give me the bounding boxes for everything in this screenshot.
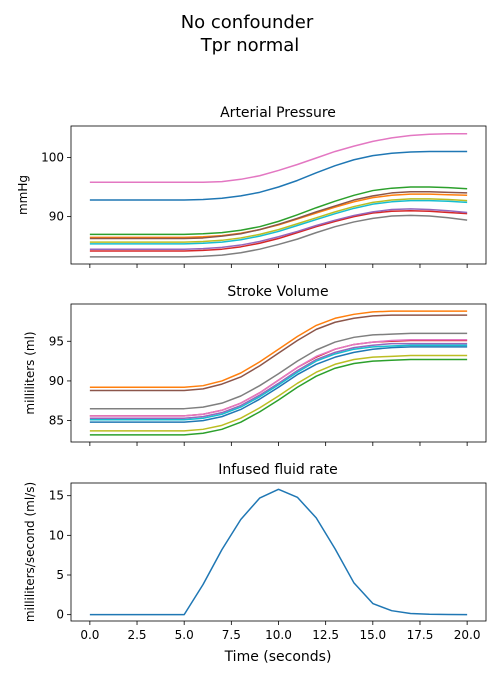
infused-fluid-rate-title: Infused fluid rate (218, 462, 337, 478)
infused-fluid-rate-xtick-label: 20.0 (454, 628, 481, 642)
arterial-pressure-ytick-label: 100 (41, 150, 64, 164)
infused-fluid-rate-ytick-label: 15 (49, 489, 64, 503)
stroke-volume-series-10 (89, 344, 468, 421)
stroke-volume-series-9 (89, 354, 468, 432)
arterial-pressure-title: Arterial Pressure (220, 105, 336, 121)
stroke-volume-series-2 (89, 310, 468, 389)
arterial-pressure-series-2 (89, 193, 468, 239)
infused-fluid-rate-xtick-label: 10.0 (265, 628, 292, 642)
arterial-pressure-series-6 (89, 190, 468, 240)
infused-fluid-rate-xtick-label: 12.5 (312, 628, 339, 642)
infused-fluid-rate-panel: Infused fluid rate milliliters/second (m… (23, 462, 487, 665)
arterial-pressure-series-4 (89, 209, 468, 252)
figure-title-line2: Tpr normal (200, 35, 300, 56)
arterial-pressure-series-3 (89, 186, 468, 236)
infused-fluid-rate-xtick-label: 7.5 (222, 628, 241, 642)
arterial-pressure-series-10 (89, 199, 468, 245)
arterial-pressure-series-group (89, 132, 468, 258)
stroke-volume-series-4 (89, 339, 468, 417)
infused-fluid-rate-series-group (89, 488, 468, 616)
stroke-volume-series-6 (89, 314, 468, 392)
infused-fluid-rate-ytick-label: 5 (56, 568, 64, 582)
arterial-pressure-series-7 (89, 132, 468, 184)
stroke-volume-title: Stroke Volume (227, 284, 328, 300)
infused-fluid-rate-xtick-label: 15.0 (359, 628, 386, 642)
infused-fluid-rate-series-1 (89, 488, 468, 616)
stroke-volume-ytick-label: 90 (49, 374, 64, 388)
stroke-volume-series-3 (89, 358, 468, 436)
infused-fluid-rate-xtick-label: 0.0 (80, 628, 99, 642)
infused-fluid-rate-ytick-label: 10 (49, 528, 64, 542)
time-xlabel: Time (seconds) (224, 649, 332, 665)
infused-fluid-rate-xtick-label: 5.0 (175, 628, 194, 642)
arterial-pressure-series-8 (89, 214, 468, 258)
stroke-volume-series-group (89, 310, 468, 436)
infused-fluid-rate-ylabel: milliliters/second (ml/s) (23, 482, 37, 622)
arterial-pressure-series-5 (89, 208, 468, 250)
stroke-volume-ytick-label: 85 (49, 414, 64, 428)
arterial-pressure-series-9 (89, 198, 468, 243)
stroke-volume-ylabel: milliliters (ml) (23, 331, 37, 414)
stroke-volume-ytick-label: 95 (49, 334, 64, 348)
arterial-pressure-ytick-label: 90 (49, 210, 64, 224)
stroke-volume-series-5 (89, 342, 468, 419)
stroke-volume-panel: Stroke Volume milliliters (ml) 85 90 95 (23, 284, 487, 446)
stroke-volume-series-7 (89, 338, 468, 417)
infused-fluid-rate-xtick-label: 17.5 (407, 628, 434, 642)
stroke-volume-series-1 (89, 346, 468, 423)
arterial-pressure-series-1 (89, 150, 468, 201)
figure-title-line1: No confounder (181, 12, 314, 33)
infused-fluid-rate-axes-frame (70, 482, 487, 622)
stroke-volume-series-8 (89, 332, 468, 410)
arterial-pressure-panel: Arterial Pressure mmHg 90 100 (16, 105, 487, 268)
infused-fluid-rate-ytick-label: 0 (56, 608, 64, 622)
infused-fluid-rate-xtick-label: 2.5 (127, 628, 146, 642)
arterial-pressure-ylabel: mmHg (16, 175, 30, 215)
